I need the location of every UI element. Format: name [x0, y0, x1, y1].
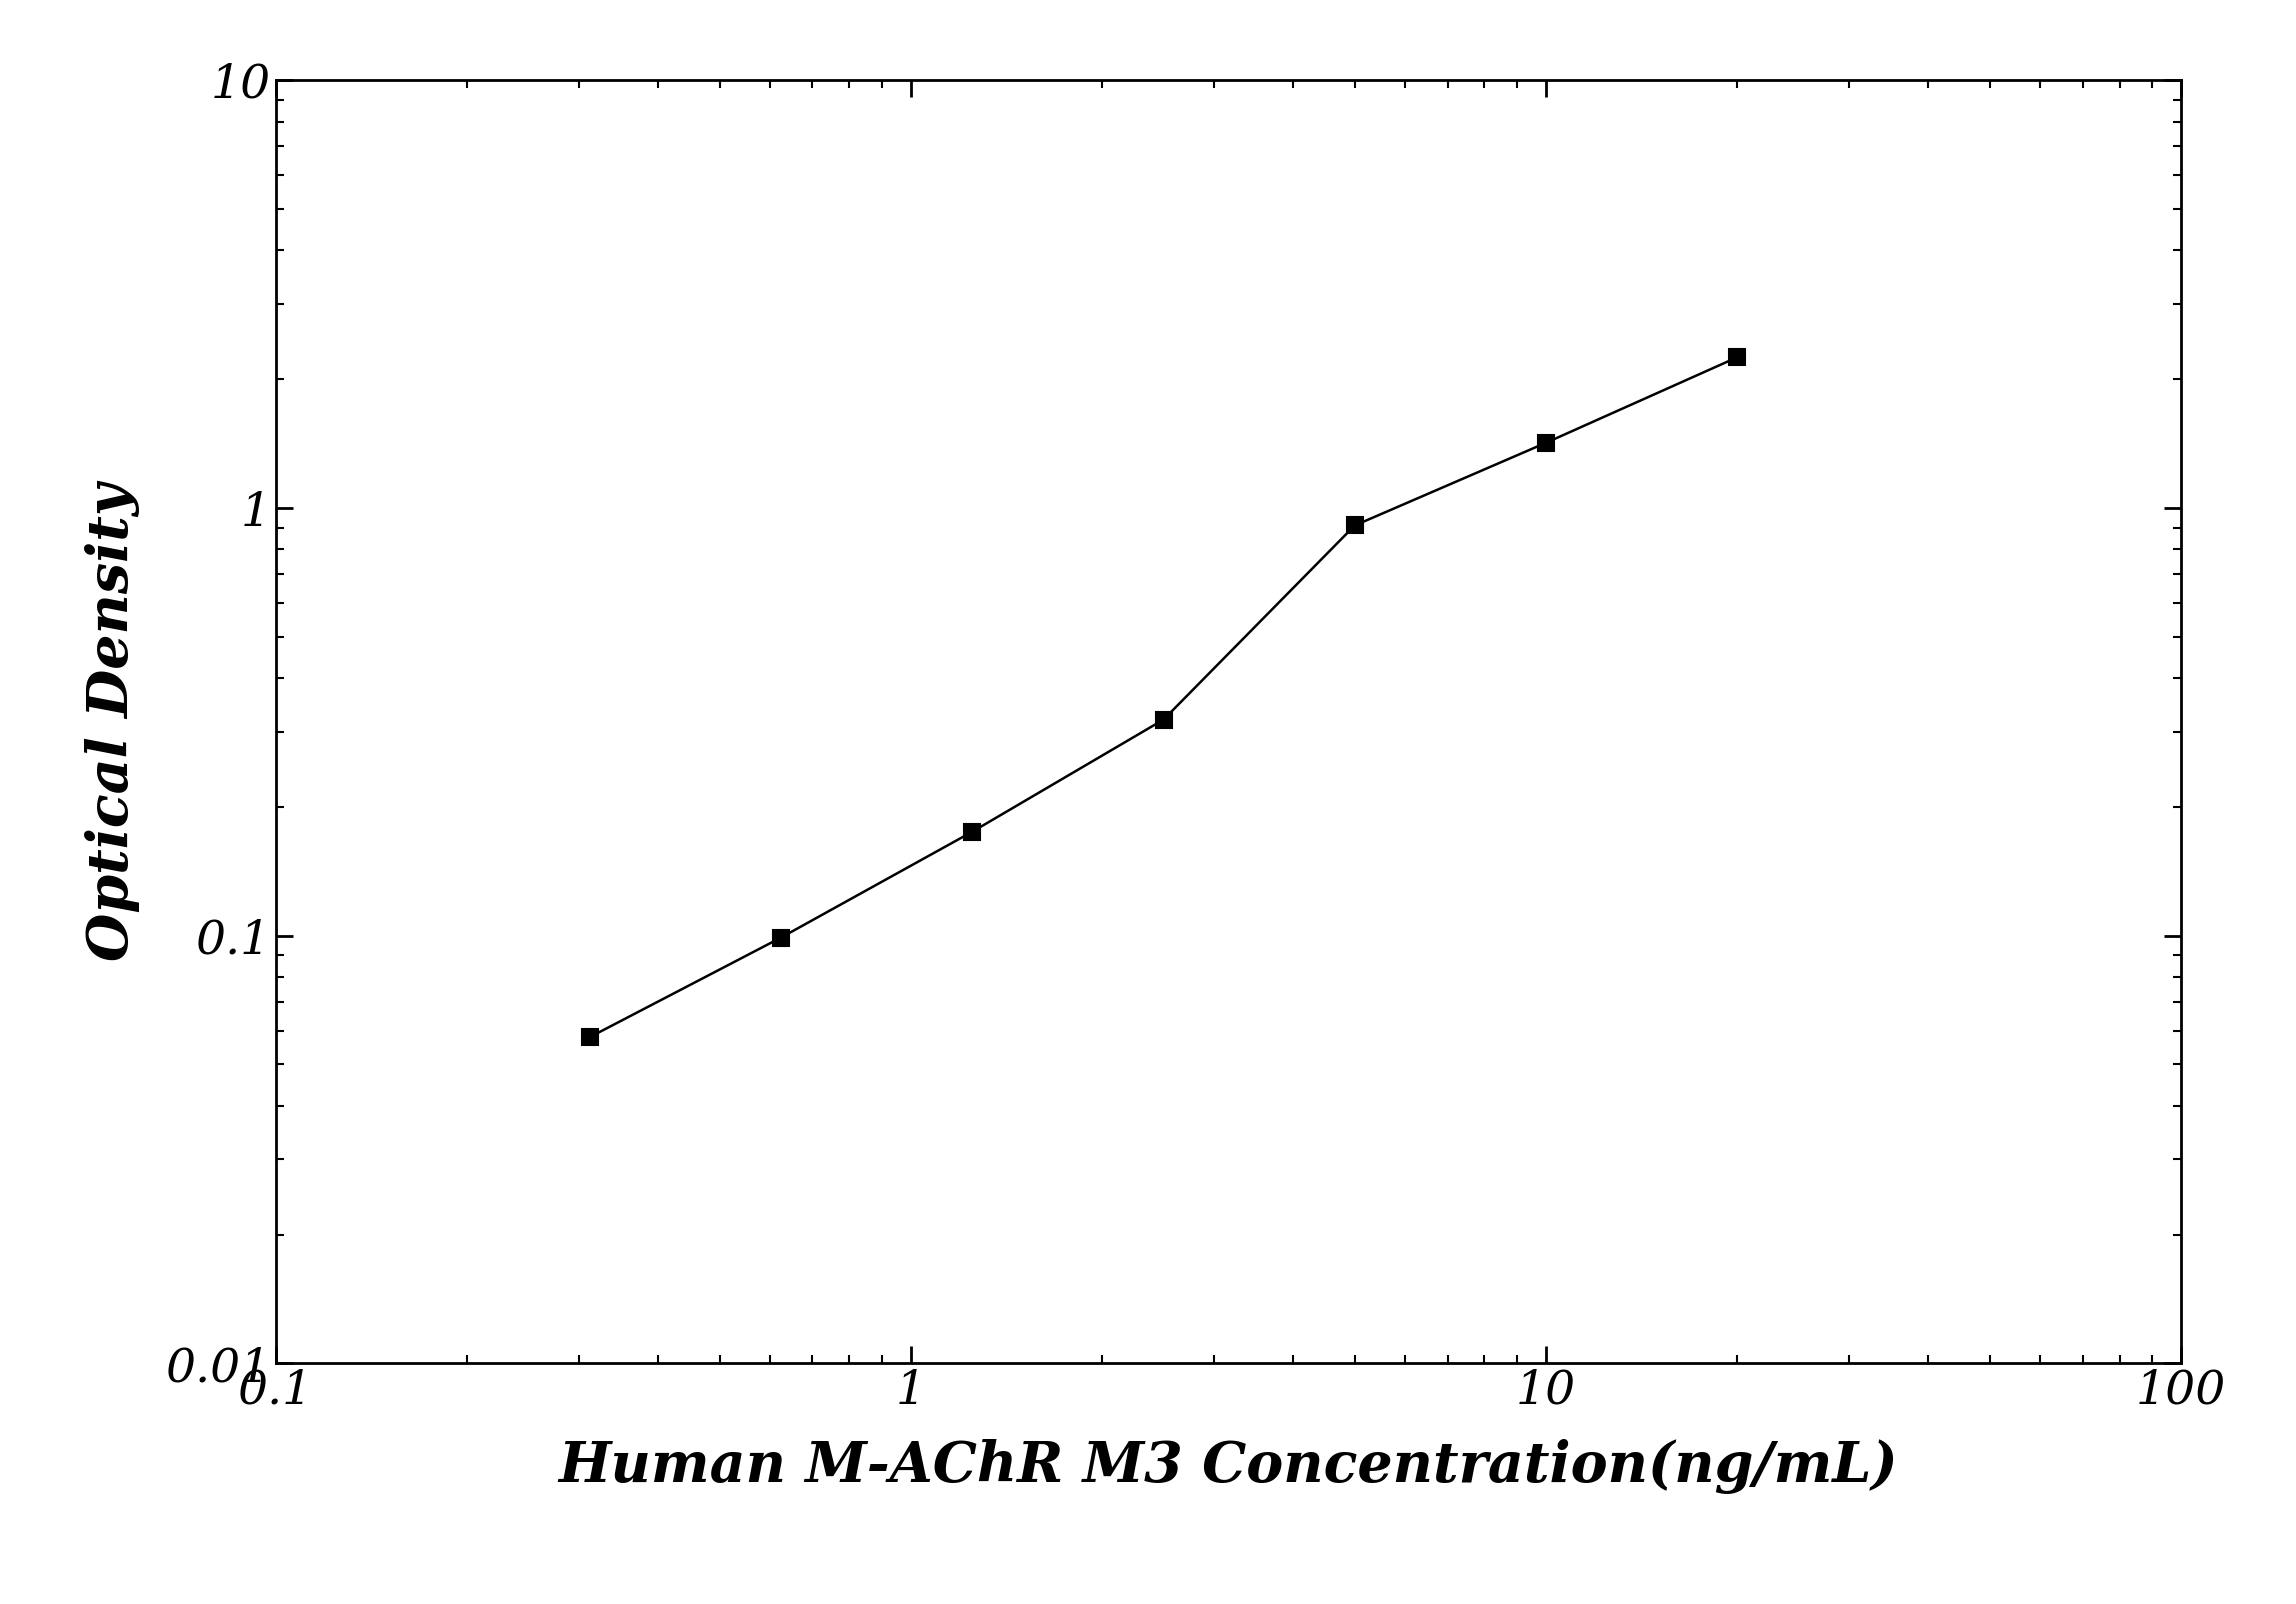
Y-axis label: Optical Density: Optical Density: [85, 483, 140, 961]
X-axis label: Human M-AChR M3 Concentration(ng/mL): Human M-AChR M3 Concentration(ng/mL): [558, 1439, 1899, 1493]
